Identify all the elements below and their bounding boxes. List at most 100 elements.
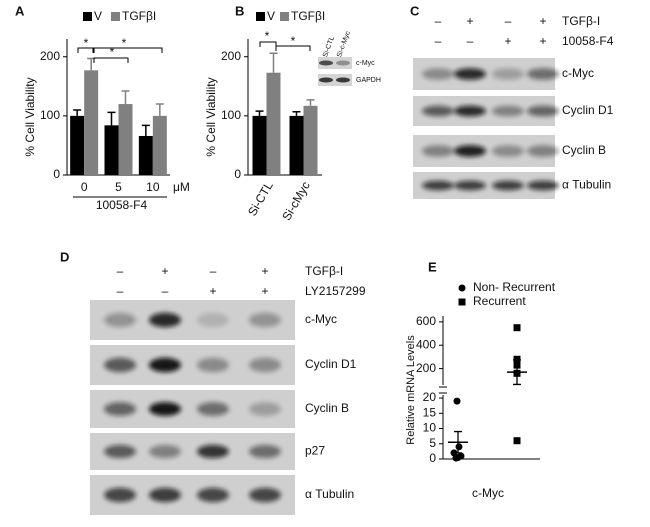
x-unit: μM [173,180,190,194]
legend-label: Recurrent [473,294,526,308]
blot-band [249,357,281,373]
panel-label: E [428,259,437,274]
significance-star: * [84,36,89,50]
x-tick-label: 0 [81,180,88,194]
bar [152,115,167,175]
blot-band [492,145,524,157]
condition-sign: + [539,14,546,28]
blot-band [422,145,454,157]
x-tick-label: 10 [146,180,160,194]
condition-sign: + [539,34,546,48]
blot-band [492,68,524,80]
significance-star: * [291,34,296,48]
blot-band [149,487,181,503]
blot-band [197,402,229,416]
y-tick-label: 0 [234,167,241,181]
error-bar [155,103,164,116]
blot-band [149,402,181,416]
condition-label: LY2157299 [305,284,366,298]
legend-swatch [111,12,120,21]
y-axis-label: % Cell Viability [204,77,218,156]
condition-sign: – [467,34,474,48]
legend-label: Non- Recurrent [473,280,556,294]
y-tick-label: 200 [416,361,436,375]
inset-lane-label: Si-c-Myc [336,30,352,58]
condition-sign: – [117,264,124,278]
blot-band [249,402,281,416]
blot-band [492,105,524,117]
significance-bracket [93,47,163,53]
inset-band-label: c-Myc [356,60,375,67]
blot-band [149,357,181,373]
error-bar [454,430,462,454]
blot-band [104,402,136,416]
x-tick-label: Si-CTL [245,179,276,219]
band-label: Cyclin B [305,401,349,415]
bar [289,115,304,175]
error-bar [269,52,278,73]
y-tick-label: 600 [416,314,436,328]
bar [84,70,99,175]
error-bar [107,111,116,126]
error-bar [121,90,130,105]
blot-band [249,312,281,328]
y-axis-label: Relative mRNA Levels [405,335,417,445]
condition-sign: + [504,34,511,48]
condition-sign: + [161,264,168,278]
blot-band [104,487,136,503]
axis-break [439,386,447,394]
y-tick-label: 200 [221,49,241,63]
y-tick-label: 20 [423,390,437,404]
panel-label: C [410,3,420,18]
data-point [455,443,463,451]
data-point [452,454,460,462]
error-bar [255,110,264,116]
legend-marker [458,284,466,292]
panel-label: A [15,3,25,18]
blot-band [527,68,559,80]
y-tick-label: 5 [429,436,436,450]
blot-band [149,312,181,328]
band-label: Cyclin B [562,143,606,157]
inset-band [319,60,333,66]
inset-band [336,60,350,66]
condition-sign: – [162,284,169,298]
error-bar [73,109,82,116]
data-point [453,397,461,405]
legend-swatch [280,12,289,21]
blot-band [249,487,281,503]
blot-band [422,68,454,80]
legend-swatch [256,12,265,21]
x-tick-label: Si-cMyc [279,179,312,223]
significance-star: * [122,36,127,50]
blot-band [197,312,229,328]
legend-label: V [267,9,275,23]
legend-label: V [94,9,102,23]
band-label: p27 [305,444,325,458]
y-tick-label: 100 [40,108,60,122]
inset-lane-label: Si-CTL [322,35,336,58]
y-axis-label: % Cell Viability [23,77,37,156]
bar [138,135,153,175]
x-tick-label: c-Myc [472,486,504,500]
condition-sign: – [435,34,442,48]
blot-band [527,105,559,117]
condition-sign: + [466,14,473,28]
significance-bracket [93,57,129,63]
blot-band [197,357,229,373]
blot-band [492,180,524,191]
condition-sign: + [209,284,216,298]
significance-star: * [265,29,270,43]
legend-marker [458,298,466,306]
blot-band [422,180,454,191]
bar [70,115,85,175]
condition-sign: + [261,264,268,278]
error-bar [292,110,301,116]
band-label: c-Myc [562,66,594,80]
panel-label: B [235,3,244,18]
blot-band [149,444,181,459]
condition-sign: – [435,14,442,28]
y-tick-label: 0 [429,451,436,465]
condition-sign: – [210,264,217,278]
